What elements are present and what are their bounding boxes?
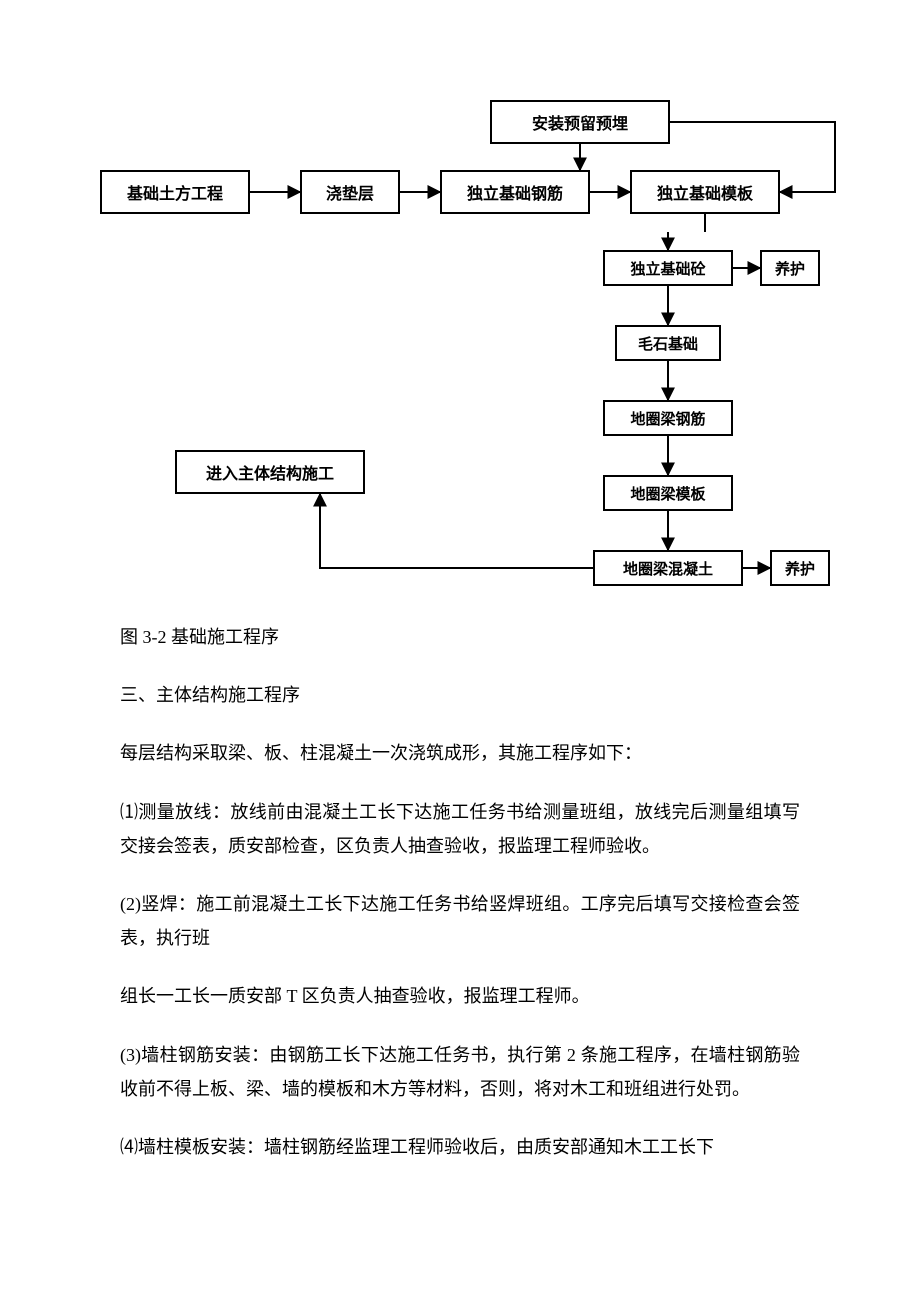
flowchart-edges	[0, 0, 920, 620]
flowchart-node: 基础土方工程	[100, 170, 250, 214]
body-paragraph: 组长一工长一质安部 T 区负责人抽查验收，报监理工程师。	[120, 979, 800, 1013]
flowchart-node: 地圈梁模板	[603, 475, 733, 511]
figure-caption: 图 3-2 基础施工程序	[120, 620, 800, 654]
flowchart: 安装预留预埋基础土方工程浇垫层独立基础钢筋独立基础模板独立基础砼养护毛石基础地圈…	[0, 0, 920, 620]
flowchart-node: 毛石基础	[615, 325, 721, 361]
document-body: 图 3-2 基础施工程序 三、主体结构施工程序 每层结构采取梁、板、柱混凝土一次…	[0, 620, 920, 1164]
body-paragraph: (2)竖焊：施工前混凝土工长下达施工任务书给竖焊班组。工序完后填写交接检查会签表…	[120, 887, 800, 955]
flowchart-node: 独立基础钢筋	[440, 170, 590, 214]
flowchart-node: 地圈梁钢筋	[603, 400, 733, 436]
body-paragraph: 每层结构采取梁、板、柱混凝土一次浇筑成形，其施工程序如下：	[120, 736, 800, 770]
section-heading: 三、主体结构施工程序	[120, 678, 800, 712]
flowchart-node: 安装预留预埋	[490, 100, 670, 144]
flowchart-node: 进入主体结构施工	[175, 450, 365, 494]
body-paragraph: ⑴测量放线：放线前由混凝土工长下达施工任务书给测量班组，放线完后测量组填写交接会…	[120, 795, 800, 863]
flowchart-node: 养护	[760, 250, 820, 286]
flowchart-node: 独立基础模板	[630, 170, 780, 214]
body-paragraph: (3)墙柱钢筋安装：由钢筋工长下达施工任务书，执行第 2 条施工程序，在墙柱钢筋…	[120, 1038, 800, 1106]
flowchart-node: 浇垫层	[300, 170, 400, 214]
flowchart-node: 独立基础砼	[603, 250, 733, 286]
flowchart-edge	[320, 494, 593, 568]
flowchart-node: 养护	[770, 550, 830, 586]
flowchart-node: 地圈梁混凝土	[593, 550, 743, 586]
body-paragraph: ⑷墙柱模板安装：墙柱钢筋经监理工程师验收后，由质安部通知木工工长下	[120, 1130, 800, 1164]
